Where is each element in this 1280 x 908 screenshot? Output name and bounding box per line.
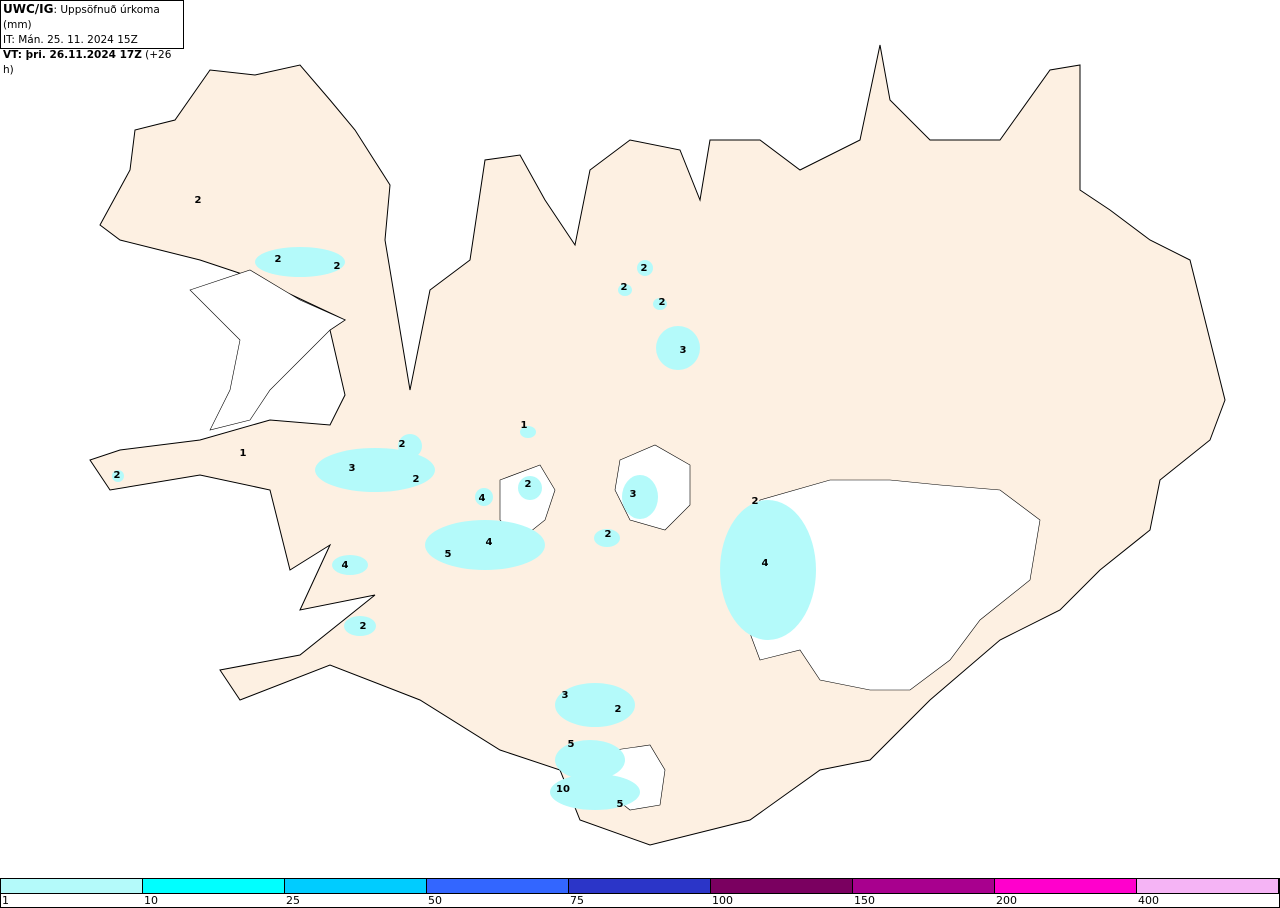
precip-value-label: 2 (114, 470, 121, 481)
legend-swatch (853, 879, 995, 893)
legend-tick: 400 (1138, 894, 1159, 907)
product-name: Uppsöfnuð úrkoma (mm) (3, 4, 160, 31)
precipitation-map: 2 2 2 2 2 2 3 1 1 2 3 2 2 4 2 3 4 5 2 2 4 4 2 3 2 5 10 5 (89, 44, 1226, 846)
init-label: IT: (3, 34, 15, 46)
legend-tick: 150 (854, 894, 875, 907)
legend-tick: 10 (144, 894, 158, 907)
precip-value-label: 2 (605, 529, 612, 540)
precip-value-label: 2 (525, 479, 532, 490)
breidafjordur-bay (189, 269, 346, 431)
legend-tick: 25 (286, 894, 300, 907)
precip-value-label: 2 (195, 195, 202, 206)
precip-value-label: 3 (349, 463, 356, 474)
valid-time: VT: þri. 26.11.2024 17Z (3, 49, 142, 61)
precip-value-label: 2 (641, 263, 648, 274)
precip-value-label: 2 (334, 261, 341, 272)
precip-value-label: 4 (486, 537, 493, 548)
vatnajokull (744, 479, 1041, 691)
map-info-box: UWC/IG: Uppsöfnuð úrkoma (mm) IT: Mán. 2… (0, 0, 184, 76)
legend-tick: 1 (2, 894, 9, 907)
precip-value-label: 2 (659, 297, 666, 308)
legend-swatch (143, 879, 285, 893)
precip-value-label: 4 (342, 560, 349, 571)
init-time: Mán. 25. 11. 2024 15Z (18, 34, 138, 46)
precip-value-label: 2 (621, 282, 628, 293)
precip-value-label: 2 (752, 496, 759, 507)
legend-swatch (569, 879, 711, 893)
legend-tick: 75 (570, 894, 584, 907)
precip-value-label: 1 (521, 420, 528, 431)
precip-value-label: 5 (568, 739, 575, 750)
precip-value-label: 1 (240, 448, 247, 459)
legend-swatch (995, 879, 1137, 893)
forecast-offset: (+26 h) (3, 49, 172, 76)
color-legend: 1 10 25 50 75 100 150 200 400 (0, 878, 1280, 908)
legend-tick: 50 (428, 894, 442, 907)
precip-value-label: 5 (617, 799, 624, 810)
precip-value-label: 4 (762, 558, 769, 569)
precip-value-label: 2 (275, 254, 282, 265)
legend-swatch (427, 879, 569, 893)
iceland-land (89, 44, 1226, 846)
precip-value-label: 2 (399, 439, 406, 450)
precip-value-label: 2 (413, 474, 420, 485)
legend-tick: 100 (712, 894, 733, 907)
legend-tick: 200 (996, 894, 1017, 907)
precip-value-label: 2 (615, 704, 622, 715)
precip-value-label: 3 (630, 489, 637, 500)
precip-value-label: 3 (562, 690, 569, 701)
precip-value-label: 2 (360, 621, 367, 632)
langjokull (499, 464, 556, 541)
legend-swatch (285, 879, 427, 893)
legend-swatch (711, 879, 853, 893)
precip-value-label: 4 (479, 493, 486, 504)
precip-value-label: 3 (680, 345, 687, 356)
legend-swatch (1, 879, 143, 893)
precip-value-label: 5 (445, 549, 452, 560)
model-name: UWC/IG (3, 2, 54, 16)
precip-value-label: 10 (556, 784, 570, 795)
legend-swatch (1137, 879, 1279, 893)
precip-areas (112, 247, 816, 810)
